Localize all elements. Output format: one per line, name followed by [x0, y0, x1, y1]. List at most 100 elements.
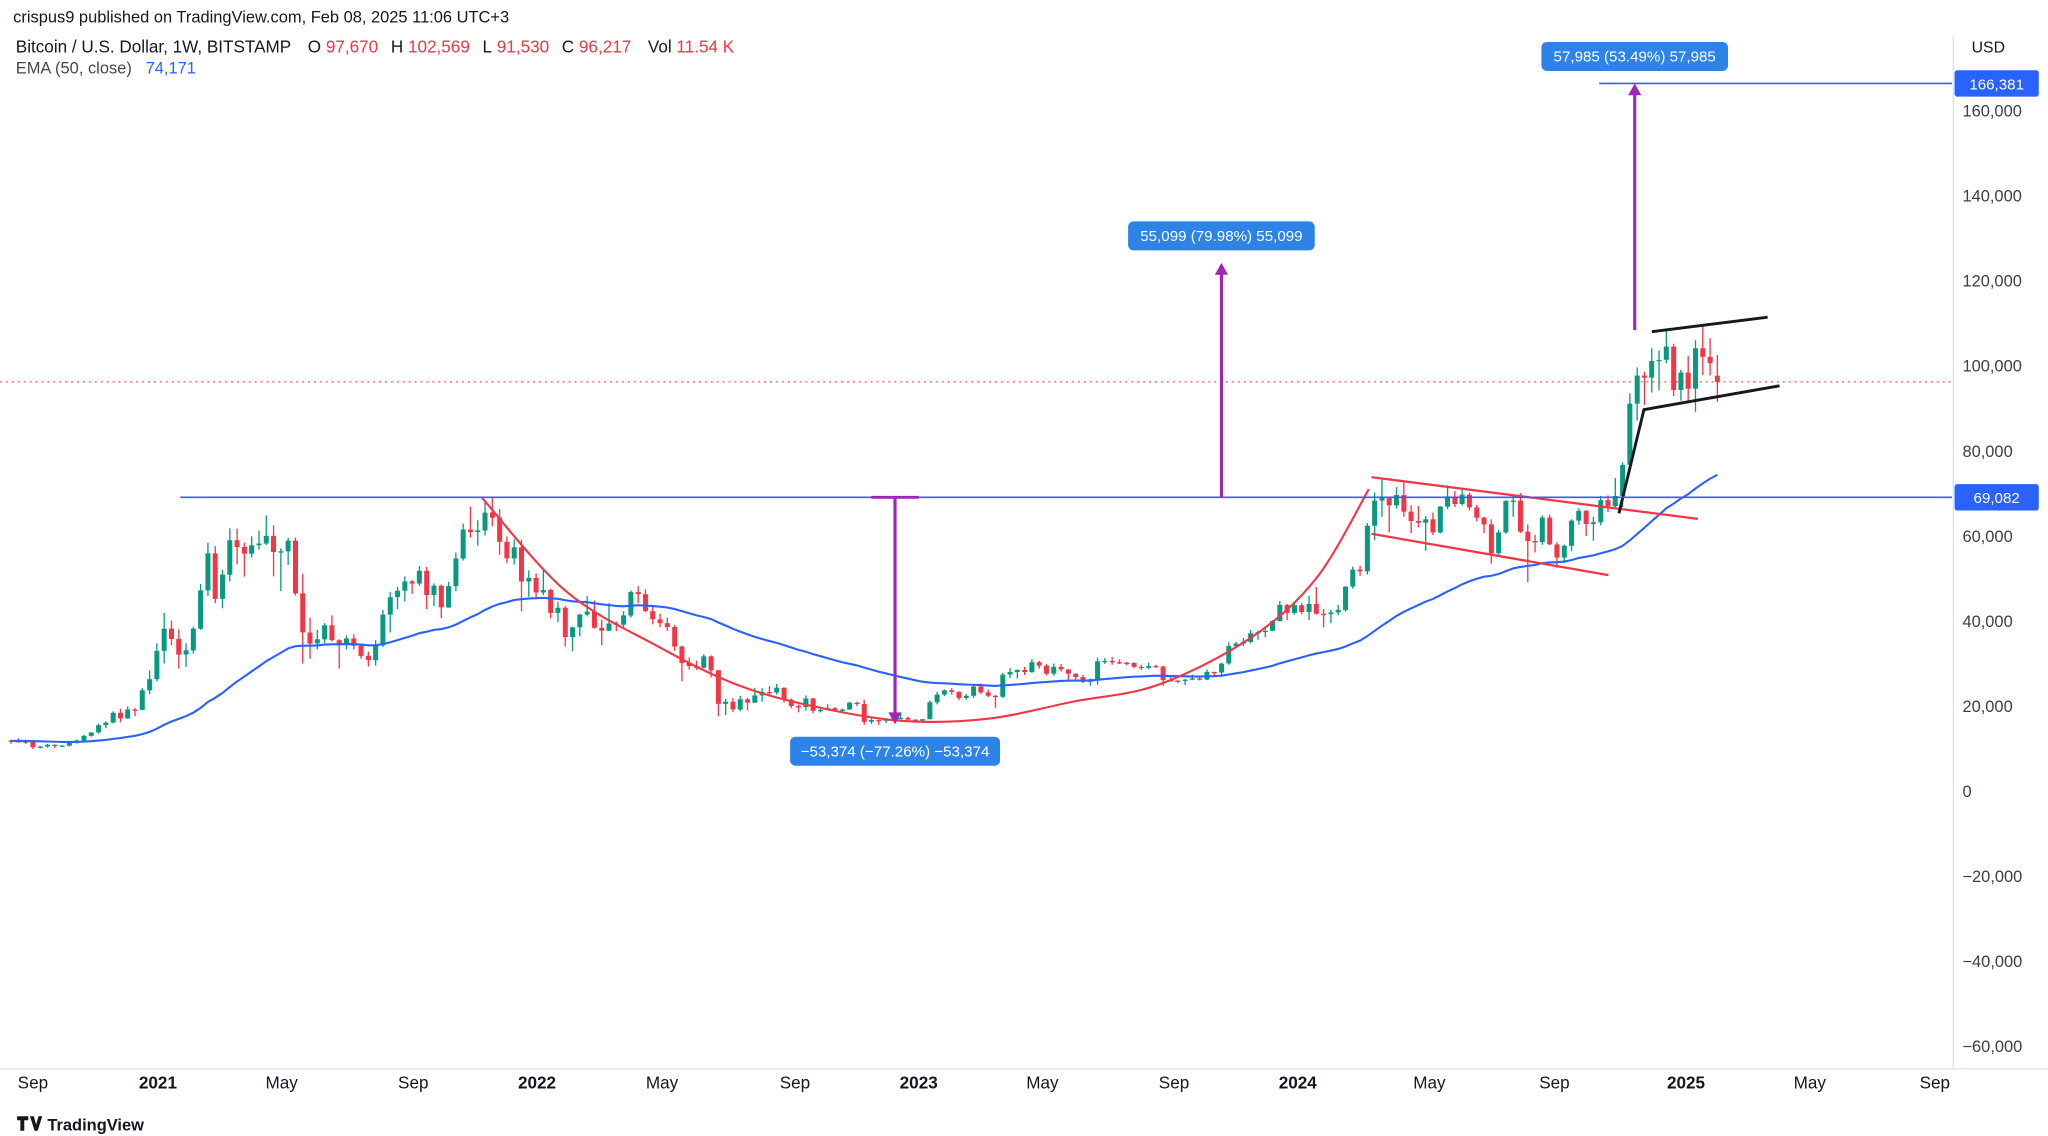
ema-line[interactable] — [11, 473, 1718, 743]
candle-body — [679, 646, 685, 664]
candle-body — [774, 687, 780, 693]
candle-body — [249, 545, 255, 554]
candle-body — [745, 699, 751, 703]
candle-body — [1095, 661, 1101, 680]
price-tick-label: −40,000 — [1962, 953, 2022, 971]
red-channel-line[interactable] — [1371, 532, 1609, 577]
candle-body — [1160, 666, 1166, 681]
candle-body — [1109, 660, 1115, 663]
red-trend-curve[interactable] — [480, 488, 1370, 724]
ohlc-low-value: 91,530 — [497, 38, 549, 57]
candle-body — [1641, 375, 1647, 378]
candle-body — [1700, 348, 1706, 357]
price-tick-label: 100,000 — [1962, 358, 2021, 376]
candle-body — [1219, 663, 1225, 673]
candle-body — [1306, 603, 1312, 612]
candle-body — [752, 695, 758, 703]
candle-body — [1423, 519, 1429, 523]
price-scale-labels: 160,000 140,000 120,000 100,000 80,000 60,000… — [1962, 102, 2022, 1056]
candle-body — [1116, 662, 1122, 664]
candle-body — [1357, 569, 1363, 572]
candle-body — [934, 694, 940, 703]
candle-body — [373, 645, 379, 661]
candle-body — [1182, 679, 1188, 681]
chart-plot-area[interactable] — [0, 37, 1952, 1069]
candle-body — [1459, 494, 1465, 505]
measured-move-callout[interactable] — [1128, 221, 1315, 251]
candle-body — [453, 558, 459, 587]
candle-body — [1014, 669, 1020, 672]
candle-body — [1138, 666, 1144, 669]
candle-body — [664, 623, 670, 627]
legend-row-ema: EMA (50, close) 74,171 — [16, 60, 196, 78]
candle-body — [1510, 500, 1516, 502]
candle-body — [147, 679, 153, 691]
candle-body — [635, 592, 641, 595]
symbol-legend: Bitcoin / U.S. Dollar, 1W, BITSTAMP O 97… — [16, 38, 735, 78]
ema-indicator-label[interactable]: EMA (50, close) — [16, 60, 132, 78]
time-tick-label: May — [1794, 1074, 1827, 1093]
candle-body — [271, 535, 277, 553]
time-tick-label: 2022 — [518, 1074, 556, 1093]
time-tick-label: 2021 — [139, 1074, 178, 1093]
time-tick-label: Sep — [1539, 1074, 1569, 1093]
candle-body — [628, 592, 634, 616]
candle-body — [1437, 506, 1443, 533]
measured-move-callout[interactable] — [790, 736, 1001, 766]
candle-body — [183, 650, 189, 655]
price-tick-label: −60,000 — [1962, 1038, 2022, 1056]
candle-body — [431, 585, 437, 595]
candle-body — [1547, 517, 1553, 545]
candle-body — [1415, 521, 1421, 523]
candle-body — [1321, 613, 1327, 616]
horizontal-price-lines: 69,082 166,381 — [0, 70, 2039, 511]
candle-body — [1671, 346, 1677, 391]
candle-body — [292, 540, 298, 594]
candle-body — [686, 663, 692, 667]
candle-body — [52, 744, 58, 747]
candle-body — [1379, 498, 1385, 501]
price-tick-label: 120,000 — [1962, 273, 2021, 291]
tradingview-watermark[interactable]: TradingView — [17, 1116, 144, 1135]
symbol-title[interactable]: Bitcoin / U.S. Dollar, 1W, BITSTAMP — [16, 38, 291, 57]
candle-body — [1401, 495, 1407, 512]
candle-body — [672, 626, 678, 647]
candle-body — [1364, 525, 1370, 572]
candle-body — [584, 611, 590, 615]
candle-body — [358, 645, 364, 656]
candle-body — [351, 638, 357, 646]
candle-body — [540, 589, 546, 593]
candle-body — [1197, 678, 1203, 680]
candle-body — [336, 640, 342, 644]
candle-body — [1058, 666, 1064, 670]
measured-move-callout[interactable] — [1541, 41, 1729, 71]
price-tick-label: 80,000 — [1962, 443, 2012, 461]
candle-body — [161, 628, 167, 651]
candle-body — [446, 586, 452, 608]
candle-body — [1474, 507, 1480, 518]
candle-body — [103, 722, 109, 726]
candle-body — [1496, 532, 1502, 554]
arrowhead-icon — [1628, 83, 1642, 96]
ohlc-high-label: H — [391, 38, 403, 57]
candle-body — [467, 529, 473, 533]
price-tick-label: −20,000 — [1962, 868, 2022, 886]
candle-body — [234, 540, 240, 548]
time-scale-labels: Sep 2021 May Sep 2022 May Sep 2023 May Sep 2024 May… — [18, 1074, 1950, 1093]
candle-body — [329, 625, 335, 641]
volume-label: Vol — [648, 38, 672, 57]
candle-body — [497, 517, 503, 542]
candle-body — [985, 692, 991, 696]
candle-body — [37, 746, 43, 748]
candle-body — [701, 656, 707, 668]
tradingview-wordmark: TradingView — [47, 1117, 144, 1135]
candle-body — [1503, 500, 1509, 533]
candle-body — [1102, 660, 1108, 663]
tradingview-logo-icon — [17, 1116, 43, 1131]
candle-body — [1022, 669, 1028, 672]
candle-body — [1656, 359, 1662, 362]
candle-body — [1291, 605, 1297, 613]
black-trend-line[interactable] — [1651, 315, 1768, 334]
black-trend-line[interactable] — [1617, 384, 1780, 514]
